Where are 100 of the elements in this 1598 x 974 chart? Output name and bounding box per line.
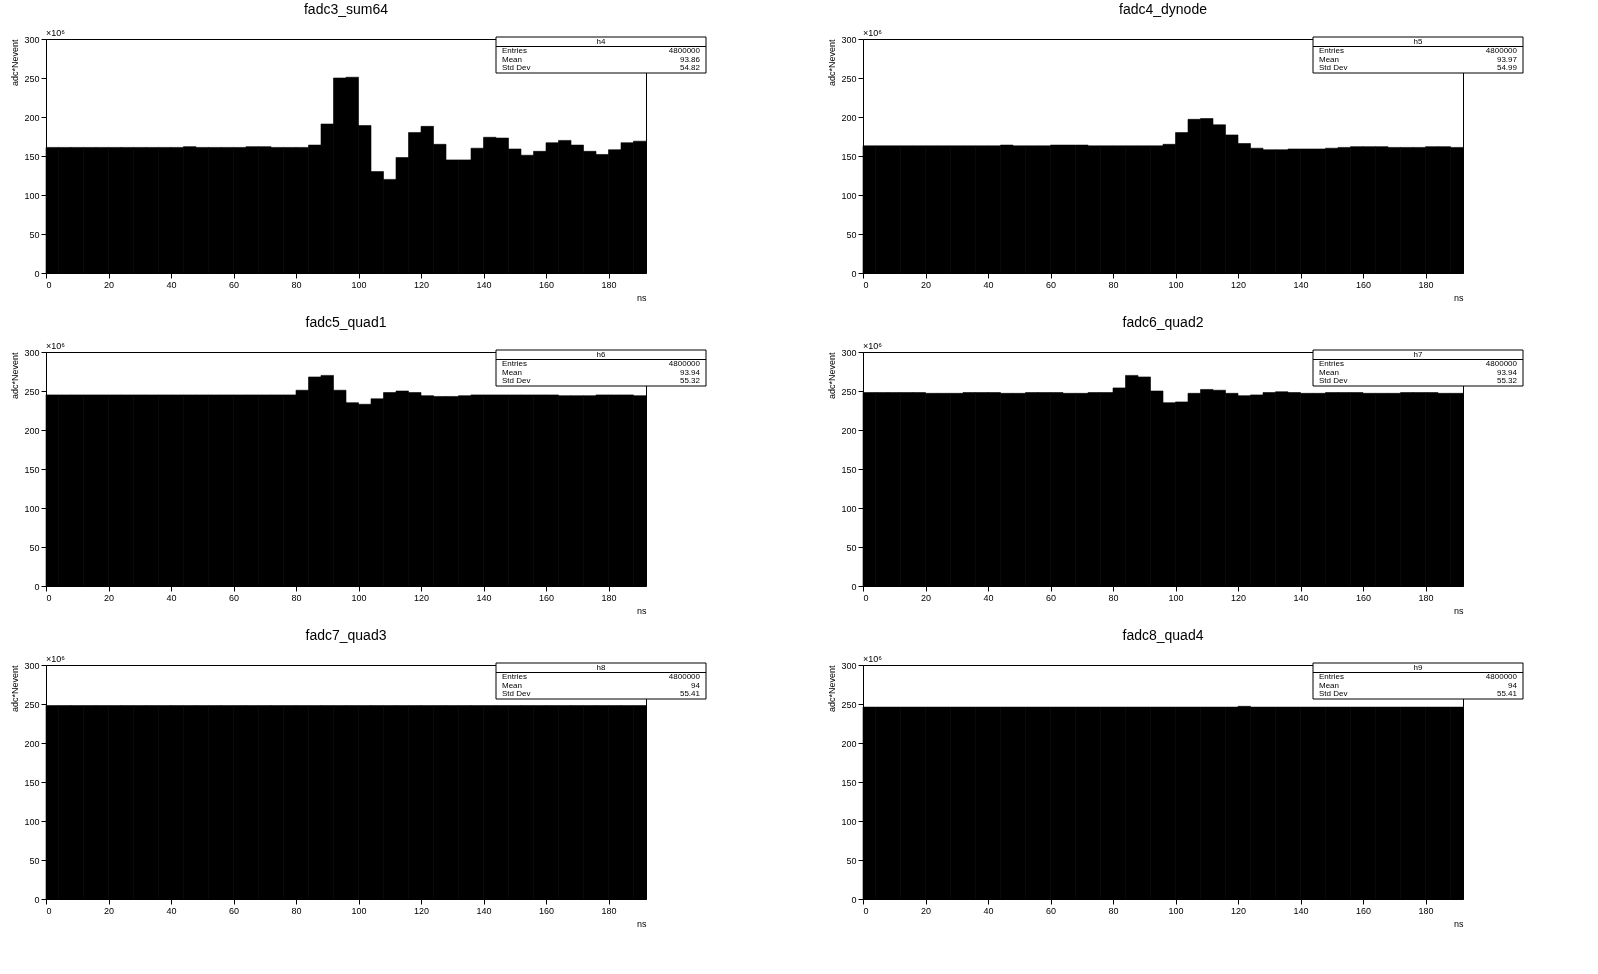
text: 55.41 [679, 689, 701, 699]
x-tick-label: 140 [1293, 279, 1309, 290]
y-tick-label: 0 [34, 581, 40, 592]
text: 93.94 [679, 367, 701, 377]
y-tick-label: 250 [24, 386, 40, 397]
x-tick-label: 120 [413, 905, 430, 916]
x-tick-label: 160 [1355, 279, 1372, 290]
y-tick-label: 300 [24, 347, 40, 358]
chart-title: fadc7_quad3 [305, 627, 387, 643]
x-tick-label: 120 [1230, 905, 1247, 916]
text: 94 [1508, 680, 1518, 690]
x-tick-label: 20 [920, 279, 932, 290]
y-tick-label: 100 [24, 190, 40, 201]
x-tick-label: 180 [601, 905, 617, 916]
x-tick-label: 100 [351, 905, 367, 916]
x-tick-label: 60 [228, 279, 240, 290]
x-tick-label: 180 [601, 592, 617, 603]
annotation: Entries [502, 46, 527, 56]
y-axis-title: adc*Nevent [827, 352, 838, 400]
y-tick-label: 50 [29, 855, 40, 866]
x-tick-label: 100 [1168, 592, 1184, 603]
y-tick-label: 0 [851, 894, 857, 905]
text: 4800000 [668, 672, 701, 682]
x-tick-label: 160 [1355, 905, 1372, 916]
y-tick-label: 200 [24, 738, 40, 749]
x-tick-label: 60 [1045, 905, 1057, 916]
annotation: h4 [596, 37, 606, 47]
x-tick-label: 60 [228, 592, 240, 603]
y-axis-title: adc*Nevent [10, 665, 21, 713]
x-tick-label: 40 [983, 592, 994, 603]
y-tick-label: 0 [34, 268, 40, 279]
x-tick-label: 180 [1418, 592, 1434, 603]
y-tick-label: 100 [841, 190, 857, 201]
y-tick-label: 150 [841, 151, 857, 162]
annotation: Std Dev [502, 689, 531, 699]
y-tick-label: 250 [841, 699, 857, 710]
y-tick-label: 150 [841, 777, 857, 788]
annotation: Mean [502, 680, 523, 690]
text: ×10⁶ [863, 654, 883, 664]
x-tick-label: 180 [1418, 279, 1434, 290]
annotation: Std Dev [502, 63, 531, 73]
x-tick-label: 180 [601, 279, 617, 290]
x-tick-label: 20 [103, 905, 115, 916]
y-tick-label: 250 [841, 386, 857, 397]
x-tick-label: 120 [413, 592, 430, 603]
x-tick-label: 100 [351, 592, 367, 603]
x-tick-label: 80 [1108, 279, 1119, 290]
y-tick-label: 150 [24, 464, 40, 475]
x-tick-label: 120 [1230, 592, 1247, 603]
x-tick-label: 40 [166, 279, 177, 290]
annotation: Std Dev [1319, 689, 1348, 699]
y-axis-title: adc*Nevent [10, 352, 21, 400]
y-axis-title: adc*Nevent [10, 39, 21, 87]
x-axis-title: ns [636, 918, 647, 929]
x-tick-label: 160 [538, 279, 555, 290]
x-tick-label: 0 [863, 592, 869, 603]
y-tick-label: 200 [841, 112, 857, 123]
text: 94 [691, 680, 701, 690]
text: ×10⁶ [46, 654, 66, 664]
x-tick-label: 160 [538, 592, 555, 603]
x-tick-label: 120 [413, 279, 430, 290]
text: 4800000 [668, 46, 701, 56]
x-tick-label: 120 [1230, 279, 1247, 290]
x-tick-label: 60 [1045, 592, 1057, 603]
x-tick-label: 20 [103, 592, 115, 603]
annotation: h5 [1413, 37, 1423, 47]
x-tick-label: 80 [291, 279, 302, 290]
x-tick-label: 20 [920, 905, 932, 916]
chart-title: fadc8_quad4 [1122, 627, 1204, 643]
annotation: Mean [1319, 367, 1340, 377]
y-tick-label: 0 [851, 268, 857, 279]
x-tick-label: 100 [351, 279, 367, 290]
x-axis-title: ns [1453, 605, 1464, 616]
annotation: Mean [502, 54, 523, 64]
y-tick-label: 300 [841, 34, 857, 45]
x-tick-label: 140 [476, 592, 492, 603]
y-tick-label: 250 [24, 73, 40, 84]
text: 54.99 [1496, 63, 1518, 73]
annotation: Entries [1319, 672, 1344, 682]
x-tick-label: 80 [1108, 905, 1119, 916]
annotation: h8 [596, 663, 606, 673]
text: 93.94 [1496, 367, 1518, 377]
text: 93.86 [679, 54, 701, 64]
text: 93.97 [1496, 54, 1518, 64]
x-tick-label: 140 [476, 279, 492, 290]
x-tick-label: 180 [1418, 905, 1434, 916]
text: 4800000 [1485, 359, 1518, 369]
x-tick-label: 140 [1293, 905, 1309, 916]
text: 4800000 [668, 359, 701, 369]
x-tick-label: 140 [476, 905, 492, 916]
annotation: Mean [1319, 680, 1340, 690]
x-tick-label: 80 [291, 592, 302, 603]
x-tick-label: 40 [983, 905, 994, 916]
x-tick-label: 20 [103, 279, 115, 290]
y-tick-label: 50 [846, 229, 857, 240]
y-tick-label: 50 [29, 542, 40, 553]
y-tick-label: 150 [24, 777, 40, 788]
y-tick-label: 200 [24, 112, 40, 123]
text: ×10⁶ [863, 341, 883, 351]
y-tick-label: 200 [24, 425, 40, 436]
